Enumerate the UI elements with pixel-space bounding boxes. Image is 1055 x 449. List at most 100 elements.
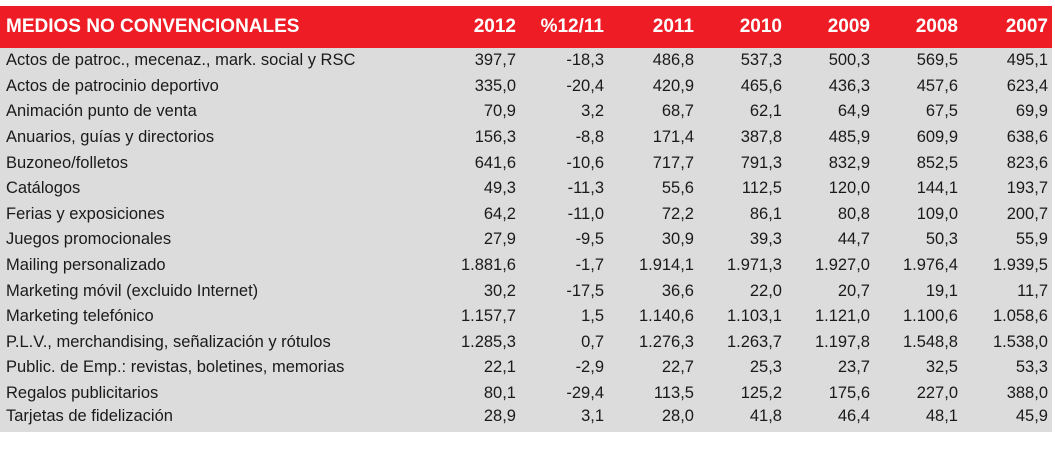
table-cell: -11,0: [567, 204, 604, 223]
table-cell: 1.197,8: [814, 332, 870, 351]
row-label: P.L.V., merchandising, señalización y ró…: [6, 332, 331, 351]
table-cell: 67,5: [925, 102, 958, 121]
table-cell: 120,0: [828, 179, 870, 198]
table-header: MEDIOS NO CONVENCIONALES 2012 %12/11 2011 20…: [0, 6, 1052, 48]
table-row: Tarjetas de fidelización 28,9 3,1 28,0 41,8 4…: [0, 406, 1052, 432]
table-cell: 832,9: [828, 153, 870, 172]
row-label: Marketing telefónico: [6, 307, 154, 326]
column-header: %12/11: [540, 16, 604, 37]
row-label: Regalos publicitarios: [6, 384, 159, 403]
table-cell: 0,7: [581, 332, 604, 351]
table-cell: 69,9: [1015, 102, 1048, 121]
table-cell: 465,6: [740, 76, 782, 95]
table-cell: 62,1: [749, 102, 782, 121]
table-cell: 48,1: [925, 406, 958, 425]
table-cell: 55,9: [1015, 230, 1048, 249]
table-cell: 717,7: [652, 153, 694, 172]
table-cell: -20,4: [566, 76, 604, 95]
row-label: Anuarios, guías y directorios: [6, 128, 215, 147]
table-cell: -29,4: [566, 384, 604, 403]
table-cell: 1.103,1: [726, 307, 782, 326]
table-cell: 86,1: [749, 204, 782, 223]
table-cell: 457,6: [916, 76, 958, 95]
row-label: Animación punto de venta: [6, 102, 197, 121]
table-cell: 569,5: [916, 51, 958, 70]
table-cell: 36,6: [661, 281, 694, 300]
table-cell: 175,6: [828, 384, 870, 403]
table-row: Actos de patroc., mecenaz., mark. social…: [0, 48, 1052, 74]
table-cell: 144,1: [916, 179, 958, 198]
table-cell: 1.263,7: [726, 332, 782, 351]
table-cell: 486,8: [652, 51, 694, 70]
bottom-strip: [0, 439, 1052, 449]
table-row: Public. de Emp.: revistas, boletines, me…: [0, 355, 1052, 381]
table-cell: 387,8: [740, 128, 782, 147]
table-cell: 80,8: [837, 204, 870, 223]
table-cell: -9,5: [575, 230, 604, 249]
table-cell: 64,9: [837, 102, 870, 121]
table-row: Actos de patrocinio deportivo 335,0 -20,4 4…: [0, 74, 1052, 100]
table-cell: 638,6: [1006, 128, 1048, 147]
table-body: Actos de patroc., mecenaz., mark. social…: [0, 48, 1052, 432]
table-cell: 1.548,8: [902, 332, 958, 351]
table-cell: 11,7: [1017, 281, 1048, 300]
table-cell: 50,3: [925, 230, 958, 249]
table-cell: 44,7: [837, 230, 870, 249]
table-cell: 436,3: [828, 76, 870, 95]
table-cell: 1.976,4: [902, 256, 958, 275]
column-header: 2007: [1005, 16, 1048, 37]
table-cell: 68,7: [661, 102, 694, 121]
table-row: Catálogos 49,3 -11,3 55,6 112,5 120,0 144,1 193…: [0, 176, 1052, 202]
table-row: Ferias y exposiciones 64,2 -11,0 72,2 86,1 80…: [0, 202, 1052, 228]
column-header: 2011: [652, 16, 694, 37]
table-cell: 1.285,3: [460, 332, 516, 351]
table-cell: 19,1: [925, 281, 958, 300]
table-cell: 1.140,6: [638, 307, 694, 326]
table-row: Regalos publicitarios 80,1 -29,4 113,5 125,2…: [0, 381, 1052, 407]
table-cell: 22,7: [661, 358, 694, 377]
table-cell: 1.157,7: [460, 307, 516, 326]
row-label: Juegos promocionales: [6, 230, 172, 249]
table-cell: 3,1: [581, 406, 604, 425]
table-cell: -1,7: [575, 256, 604, 275]
table-cell: 1.276,3: [638, 332, 694, 351]
table-row: Animación punto de venta 70,9 3,2 68,7 62,1 6…: [0, 99, 1052, 125]
table-cell: 64,2: [483, 204, 516, 223]
row-label: Mailing personalizado: [6, 256, 166, 275]
table-cell: 55,6: [661, 179, 694, 198]
row-label: Public. de Emp.: revistas, boletines, me…: [6, 358, 345, 377]
table-cell: -2,9: [575, 358, 604, 377]
table-cell: 125,2: [740, 384, 782, 403]
table-cell: 22,1: [483, 358, 516, 377]
table-cell: 30,2: [483, 281, 516, 300]
table-cell: 28,0: [661, 406, 694, 425]
table-row: P.L.V., merchandising, señalización y ró…: [0, 330, 1052, 356]
table-cell: 30,9: [661, 230, 694, 249]
table-cell: 1.971,3: [726, 256, 782, 275]
table-cell: 1.927,0: [814, 256, 870, 275]
table-cell: 852,5: [916, 153, 958, 172]
table-cell: 420,9: [652, 76, 694, 95]
table-cell: 53,3: [1015, 358, 1048, 377]
table-cell: 397,7: [474, 51, 516, 70]
table-cell: 609,9: [916, 128, 958, 147]
table-row: Marketing telefónico 1.157,7 1,5 1.140,6 1.1…: [0, 304, 1052, 330]
table-cell: 500,3: [828, 51, 870, 70]
table-cell: 791,3: [740, 153, 782, 172]
table-cell: 112,5: [741, 179, 782, 198]
row-label: Catálogos: [6, 179, 81, 198]
table-cell: 1.058,6: [992, 307, 1048, 326]
table-cell: 495,1: [1006, 51, 1048, 70]
row-label: Marketing móvil (excluido Internet): [6, 281, 259, 300]
table-cell: -10,6: [566, 153, 604, 172]
table-cell: 39,3: [749, 230, 782, 249]
table-row: Anuarios, guías y directorios 156,3 -8,8 17…: [0, 125, 1052, 151]
header-row: MEDIOS NO CONVENCIONALES 2012 %12/11 2011 20…: [0, 6, 1052, 48]
column-header: 2012: [473, 16, 516, 37]
table-cell: 46,4: [837, 406, 870, 425]
table-cell: 3,2: [581, 102, 604, 121]
row-label: Tarjetas de fidelización: [6, 406, 173, 425]
table-cell: 1.939,5: [992, 256, 1048, 275]
table-cell: 171,4: [652, 128, 694, 147]
